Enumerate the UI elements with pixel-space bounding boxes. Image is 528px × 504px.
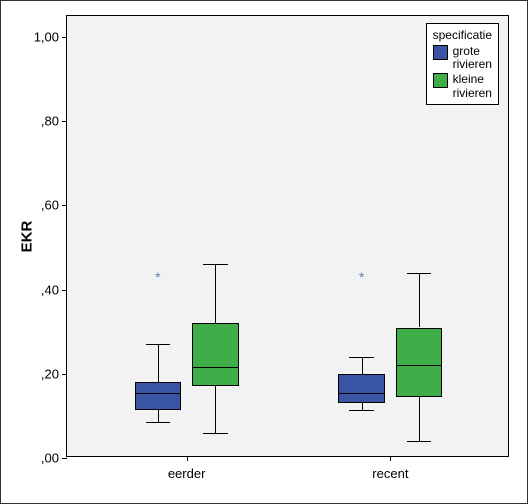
legend-item: groterivieren — [433, 45, 492, 71]
y-tick-label: ,00 — [41, 451, 67, 466]
whisker-cap — [146, 422, 170, 423]
x-tick-label: recent — [372, 456, 408, 481]
x-tick-label: eerder — [168, 456, 206, 481]
legend: specificatie groterivierenkleinerivieren — [426, 23, 499, 105]
whisker-cap — [203, 264, 227, 265]
outlier-star: * — [359, 270, 364, 284]
median-line — [135, 393, 182, 394]
median-line — [396, 365, 443, 366]
whisker-cap — [203, 433, 227, 434]
legend-item: kleinerivieren — [433, 73, 492, 99]
box-grote — [338, 374, 385, 403]
legend-title: specificatie — [433, 28, 492, 42]
median-line — [338, 393, 385, 394]
whisker-high — [362, 357, 363, 374]
whisker-high — [158, 344, 159, 382]
whisker-low — [158, 410, 159, 423]
legend-swatch — [433, 73, 448, 88]
whisker-cap — [407, 273, 431, 274]
legend-label: groterivieren — [453, 45, 492, 71]
y-tick-label: ,60 — [41, 198, 67, 213]
outlier-star: * — [155, 270, 160, 284]
whisker-cap — [349, 357, 373, 358]
box-kleine — [192, 323, 239, 386]
y-tick-label: ,80 — [41, 114, 67, 129]
y-axis-label: EKR — [18, 221, 35, 253]
whisker-cap — [146, 344, 170, 345]
whisker-low — [215, 386, 216, 432]
box-kleine — [396, 328, 443, 397]
legend-swatch — [433, 45, 448, 60]
whisker-low — [419, 397, 420, 441]
median-line — [192, 367, 239, 368]
y-tick-label: ,40 — [41, 282, 67, 297]
legend-label: kleinerivieren — [453, 73, 492, 99]
whisker-high — [215, 264, 216, 323]
y-tick-label: 1,00 — [34, 30, 67, 45]
y-tick-label: ,20 — [41, 366, 67, 381]
chart-container: ,00 ,20 ,40 ,60 ,80 1,00 eerder recent * * EKR sp… — [0, 0, 528, 504]
whisker-cap — [407, 441, 431, 442]
whisker-high — [419, 273, 420, 328]
box-grote — [135, 382, 182, 409]
whisker-cap — [349, 410, 373, 411]
